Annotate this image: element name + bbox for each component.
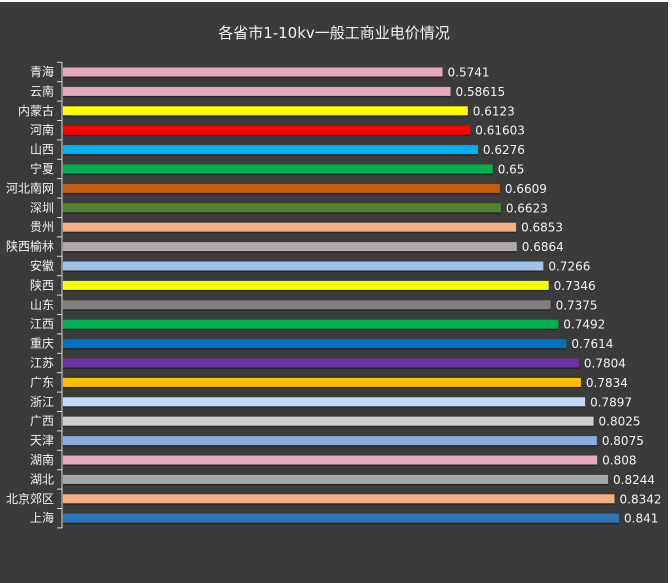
bar-安徽	[63, 261, 544, 271]
value-label: 0.5741	[448, 66, 490, 80]
category-label: 浙江	[30, 395, 54, 409]
value-label: 0.7266	[548, 260, 590, 274]
value-label: 0.7834	[586, 376, 628, 390]
category-label: 上海	[30, 510, 54, 525]
category-label: 安徽	[30, 258, 54, 273]
bar-陕西榆林	[63, 242, 517, 252]
category-label: 湖南	[30, 452, 54, 467]
value-label: 0.6609	[505, 182, 547, 196]
value-label: 0.7804	[584, 357, 626, 371]
category-label: 重庆	[30, 337, 54, 351]
category-label: 贵州	[30, 220, 54, 234]
value-label: 0.6864	[522, 240, 564, 254]
value-label: 0.8342	[620, 492, 662, 506]
category-label: 江西	[30, 317, 54, 331]
bar-贵州	[63, 222, 517, 232]
bar-湖南	[63, 455, 598, 465]
bar-天津	[63, 436, 597, 446]
category-label: 陕西	[30, 277, 54, 292]
bar-云南	[63, 86, 451, 96]
bar-深圳	[63, 203, 501, 213]
category-label: 天津	[30, 434, 54, 448]
category-label: 内蒙古	[18, 103, 54, 118]
category-label: 河北南网	[6, 180, 54, 195]
bar-青海	[63, 67, 443, 77]
value-label: 0.8244	[613, 473, 655, 487]
value-label: 0.7375	[556, 298, 598, 312]
value-label: 0.8075	[602, 434, 644, 448]
value-label: 0.58615	[456, 85, 506, 99]
bar-湖北	[63, 474, 609, 484]
category-label: 北京郊区	[6, 492, 54, 506]
bar-北京郊区	[63, 494, 615, 504]
bar-宁夏	[63, 164, 493, 174]
bar-江西	[63, 319, 559, 329]
value-label: 0.7614	[571, 337, 613, 351]
value-label: 0.7492	[563, 318, 605, 332]
bar-江苏	[63, 358, 579, 368]
value-label: 0.808	[602, 454, 636, 468]
bar-陕西	[63, 280, 549, 290]
category-label: 山东	[30, 298, 54, 312]
value-label: 0.6623	[506, 201, 548, 215]
value-label: 0.7346	[554, 279, 596, 293]
value-label: 0.6853	[521, 221, 563, 235]
value-label: 0.7897	[590, 395, 632, 409]
category-label: 江苏	[30, 356, 54, 370]
value-label: 0.65	[498, 163, 525, 177]
category-label: 云南	[30, 83, 54, 98]
bar-内蒙古	[63, 106, 468, 116]
bar-山西	[63, 145, 478, 155]
value-label: 0.8025	[599, 415, 641, 429]
category-label: 青海	[30, 64, 54, 79]
value-label: 0.61603	[475, 124, 525, 138]
bar-河北南网	[63, 183, 500, 193]
category-label: 深圳	[30, 201, 54, 215]
category-label: 河南	[30, 122, 54, 137]
bar-上海	[63, 513, 619, 523]
bar-广西	[63, 416, 594, 426]
value-label: 0.841	[624, 512, 658, 526]
category-label: 湖北	[30, 471, 54, 486]
bar-浙江	[63, 397, 586, 407]
category-label: 宁夏	[30, 161, 54, 176]
category-label: 广西	[30, 414, 54, 428]
value-label: 0.6276	[483, 143, 525, 157]
bar-河南	[63, 125, 471, 135]
bar-山东	[63, 300, 551, 310]
value-label: 0.6123	[473, 104, 515, 118]
category-label: 广东	[30, 375, 54, 389]
bar-重庆	[63, 339, 567, 349]
category-label: 陕西榆林	[6, 239, 54, 254]
bar-广东	[63, 377, 581, 387]
chart-title: 各省市1-10kv一般工商业电价情况	[218, 24, 450, 42]
category-label: 山西	[30, 143, 54, 157]
